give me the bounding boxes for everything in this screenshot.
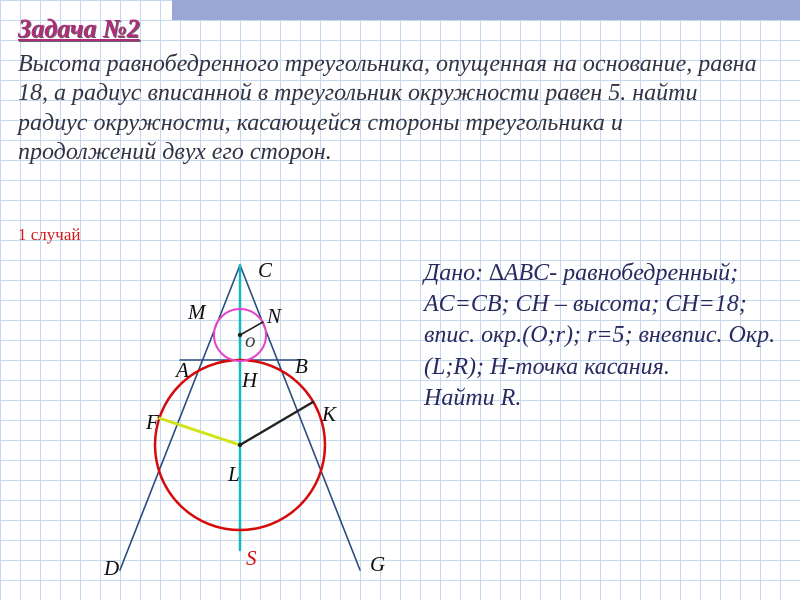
point-label-D: D [104,556,119,581]
heading: Задача №2 [18,14,140,44]
point-label-N: N [267,304,281,329]
point-label-o: o [245,328,256,353]
top-strip [172,0,800,20]
point-label-H: H [242,368,257,393]
diagram-svg [50,250,410,590]
point-label-B: B [295,354,308,379]
point-label-F: F [146,410,159,435]
problem-text: Высота равнобедренного треугольника, опу… [18,50,758,167]
point-label-K: K [322,402,336,427]
point-label-C: C [258,258,272,283]
given-block: Дано: ∆ABC- равнобедренный; AC=CB; CH – … [424,258,776,414]
point-label-M: M [188,300,206,325]
point-label-L: L [228,462,240,487]
point-label-S: S [246,546,257,571]
point-label-A: A [176,358,189,383]
point-label-G: G [370,552,385,577]
case-label: 1 случай [18,225,80,245]
geometry-diagram: C M No A B H F K L D S G [50,250,410,590]
